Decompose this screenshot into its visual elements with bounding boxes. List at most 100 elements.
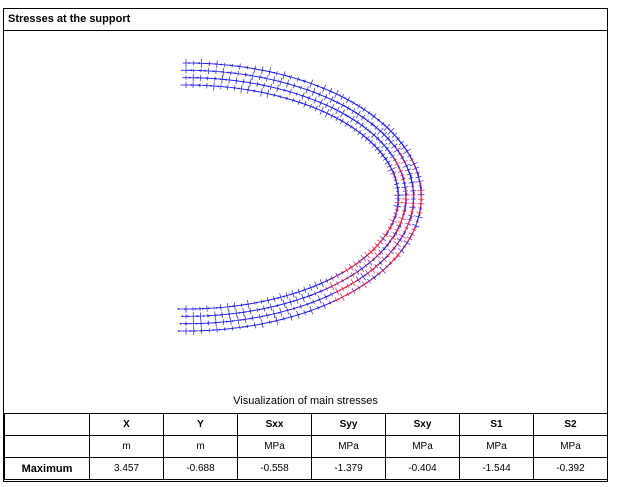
- stress-vector-normal: [251, 315, 254, 321]
- table-units-row: m m MPa MPa MPa MPa MPa: [4, 435, 608, 458]
- vector-tip: [179, 322, 182, 325]
- stress-vector-normal: [254, 89, 256, 93]
- stress-vector-normal: [279, 293, 283, 302]
- unit-y: m: [163, 435, 238, 458]
- stress-vector-normal: [272, 309, 276, 319]
- stress-vector-normal: [305, 86, 309, 94]
- stress-vector-normal: [317, 295, 322, 304]
- vector-tip: [181, 315, 184, 318]
- unit-s1: MPa: [459, 435, 534, 458]
- stress-vector-normal: [309, 306, 314, 315]
- stress-vector-normal: [303, 79, 306, 84]
- stress-vector-normal: [244, 315, 247, 324]
- stress-vector-normal: [269, 303, 273, 311]
- stress-vector-normal: [233, 85, 236, 91]
- stress-vector-normal: [261, 66, 264, 74]
- stress-vector-normal: [216, 60, 218, 69]
- stress-vector-normal: [329, 300, 332, 305]
- stress-vector-normal: [314, 291, 317, 296]
- stress-vector-normal: [222, 67, 225, 77]
- stress-vector-normal: [266, 89, 270, 98]
- vector-tip: [177, 308, 180, 310]
- column-header-y: Y: [163, 413, 238, 436]
- value-sxy: -0.404: [385, 457, 460, 480]
- stress-vector-normal: [295, 296, 299, 304]
- stress-vector-normal: [299, 304, 302, 309]
- stress-vector-normal: [235, 77, 238, 85]
- stress-vector-normal: [256, 81, 259, 87]
- stress-vector-normal: [307, 95, 311, 101]
- stress-vector-normal: [240, 303, 243, 307]
- stress-vector-normal: [286, 306, 289, 315]
- visualization-caption: Visualization of main stresses: [233, 395, 378, 407]
- stress-vectors: [177, 58, 425, 336]
- stress-vector-normal: [346, 283, 350, 288]
- stress-vector-normal: [266, 297, 269, 304]
- column-header-sxx: Sxx: [237, 413, 312, 436]
- stress-vector-normal: [237, 71, 239, 77]
- stress-vector-normal: [352, 101, 355, 105]
- table-header-row: X Y Sxx Syy Sxy S1 S2: [4, 413, 608, 436]
- stress-vector-normal: [228, 309, 231, 319]
- value-s1: -1.544: [459, 457, 534, 480]
- stress-vector-normal: [335, 288, 340, 296]
- stress-vector-normal: [273, 93, 276, 98]
- stress-vector-normal: [256, 307, 259, 313]
- stress-vector-normal: [239, 325, 241, 330]
- stress-vector-normal: [283, 88, 285, 92]
- row-label: Maximum: [4, 457, 90, 480]
- column-header-s2: S2: [533, 413, 608, 436]
- stress-vector-normal: [286, 79, 289, 88]
- results-table: X Y Sxx Syy Sxy S1 S2 m m MPa MPa MPa MP…: [4, 413, 608, 480]
- stress-vector-normal: [265, 75, 268, 82]
- stress-vector-normal: [231, 326, 233, 331]
- value-syy: -1.379: [311, 457, 386, 480]
- stress-vector-normal: [227, 84, 229, 90]
- column-header-syy: Syy: [311, 413, 386, 436]
- vector-tip: [177, 330, 180, 332]
- panel-title: Stresses at the support: [4, 9, 607, 31]
- stress-vector-normal: [227, 303, 229, 311]
- value-x: 3.457: [89, 457, 164, 480]
- value-y: -0.688: [163, 457, 238, 480]
- stress-vector-normal: [313, 97, 317, 104]
- unit-s2: MPa: [533, 435, 608, 458]
- column-header-x: X: [89, 413, 164, 436]
- table-row: Maximum 3.457 -0.688 -0.558 -1.379 -0.40…: [4, 457, 608, 480]
- stress-vector-normal: [309, 79, 314, 88]
- vector-tip: [202, 315, 205, 317]
- stress-vector-normal: [276, 84, 279, 93]
- stress-vector-normal: [214, 311, 216, 320]
- value-sxx: -0.558: [237, 457, 312, 480]
- stress-vector-normal: [279, 307, 283, 317]
- stress-vector-normal: [296, 76, 299, 82]
- stress-vector-normal: [273, 295, 276, 302]
- units-label-cell: [4, 435, 90, 458]
- stresses-panel: Stresses at the support Visualization of…: [3, 8, 608, 482]
- stress-vector-normal: [221, 311, 223, 318]
- stress-plot: [177, 58, 425, 336]
- unit-sxy: MPa: [385, 435, 460, 458]
- stress-vector-normal: [289, 89, 292, 96]
- stress-vector-normal: [303, 309, 306, 316]
- stress-vector-normal: [220, 304, 222, 311]
- corner-cell: [4, 413, 90, 436]
- stress-vector-normal: [254, 321, 256, 329]
- stress-vector-normal: [275, 71, 278, 76]
- unit-x: m: [89, 435, 164, 458]
- stress-vector-normal: [213, 81, 215, 91]
- unit-sxx: MPa: [237, 435, 312, 458]
- stress-vector-normal: [240, 84, 243, 93]
- stress-vector-normal: [296, 92, 298, 96]
- stress-vector-normal: [290, 75, 292, 80]
- stress-vector-normal: [283, 317, 285, 321]
- stress-vector-normal: [249, 78, 252, 88]
- stress-vector-normal: [237, 316, 240, 325]
- value-s2: -0.392: [533, 457, 608, 480]
- unit-syy: MPa: [311, 435, 386, 458]
- column-header-s1: S1: [459, 413, 534, 436]
- stress-vector-normal: [316, 306, 319, 310]
- column-header-sxy: Sxy: [385, 413, 460, 436]
- stress-vector-normal: [251, 71, 254, 80]
- stress-visualization: [4, 31, 607, 413]
